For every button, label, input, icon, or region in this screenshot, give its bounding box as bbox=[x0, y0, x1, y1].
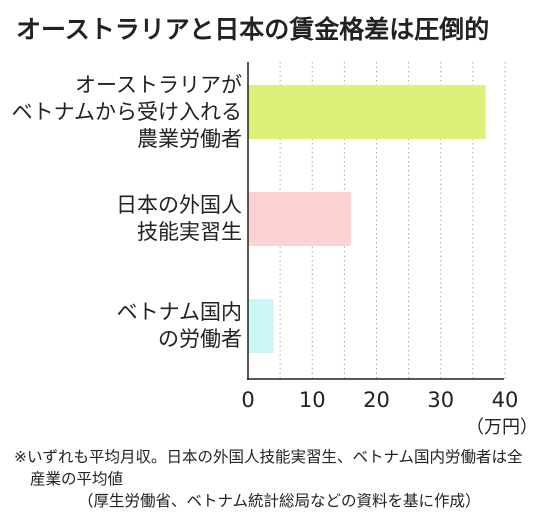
x-axis-ticks: 0 10 20 30 40 bbox=[241, 388, 518, 412]
x-tick-label: 30 bbox=[427, 388, 454, 412]
category-label-1: オーストラリアが ベトナムから受け入れる 農業労働者 bbox=[11, 72, 242, 151]
x-tick-label: 40 bbox=[492, 388, 519, 412]
footnote-text: ※いずれも平均月収。日本の外国人技能実習生、ベトナム国内労働者は全産業の平均値 bbox=[14, 448, 523, 488]
bar-1 bbox=[248, 85, 486, 139]
category-label-3: ベトナム国内 の労働者 bbox=[116, 300, 242, 351]
chart-bars bbox=[248, 85, 486, 353]
footnotes: ※いずれも平均月収。日本の外国人技能実習生、ベトナム国内労働者は全産業の平均値 … bbox=[14, 446, 529, 512]
bar-3 bbox=[248, 299, 274, 353]
category-label-2: 日本の外国人 技能実習生 bbox=[116, 193, 242, 244]
source-text: （厚生労働省、ベトナム統計総局などの資料を基に作成） bbox=[78, 492, 481, 510]
x-axis-unit: （万円） bbox=[466, 417, 536, 438]
chart-title: オーストラリアと日本の賃金格差は圧倒的 bbox=[16, 15, 490, 44]
x-tick-label: 0 bbox=[241, 388, 254, 412]
bar-2 bbox=[248, 192, 351, 246]
x-tick-label: 20 bbox=[363, 388, 390, 412]
x-tick-label: 10 bbox=[299, 388, 326, 412]
